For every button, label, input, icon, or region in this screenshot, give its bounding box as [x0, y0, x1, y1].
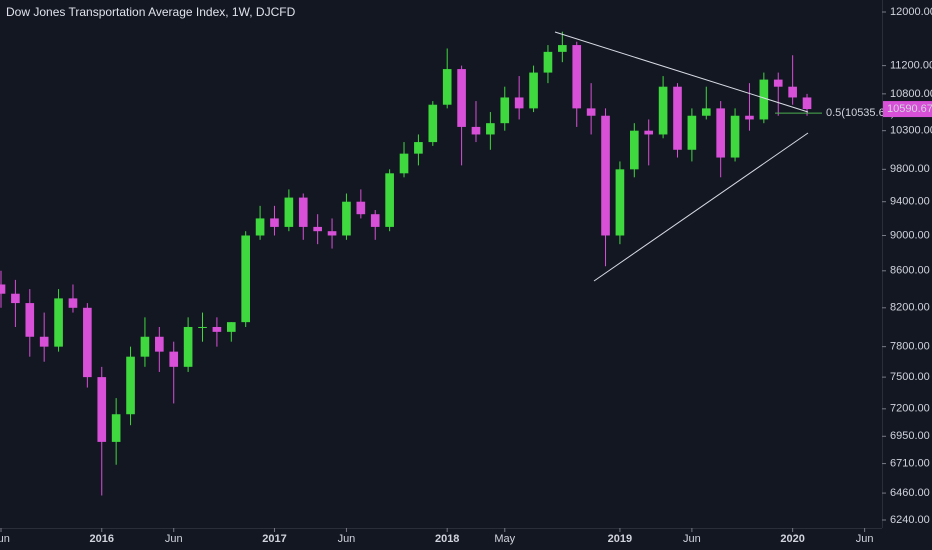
- candle-body: [11, 293, 20, 304]
- x-tick-label: May: [494, 533, 515, 545]
- trend-line: [593, 132, 809, 282]
- plot: [0, 31, 812, 496]
- candle-body: [241, 235, 251, 323]
- candle-body: [759, 79, 769, 120]
- candle-body: [126, 356, 135, 415]
- candle-body: [255, 218, 265, 236]
- last-price-label: 10590.67: [887, 103, 932, 115]
- candle-body: [111, 414, 121, 442]
- candle-body: [97, 377, 107, 442]
- x-tick-label: Jun: [338, 533, 356, 545]
- candle-body: [745, 115, 754, 120]
- candle-body: [572, 45, 582, 109]
- candle-body: [428, 104, 438, 143]
- y-tick-label: 8200.00: [890, 302, 930, 314]
- fib-level-label: 0.5(10535.60): [826, 107, 895, 119]
- y-tick-label: 8600.00: [890, 265, 930, 277]
- candle-body: [788, 86, 797, 98]
- candle-body: [212, 326, 222, 332]
- candle-body: [284, 197, 294, 227]
- candle-body: [558, 45, 567, 52]
- y-tick-label: 7500.00: [890, 371, 930, 383]
- candle-body: [773, 79, 783, 87]
- candle-body: [370, 214, 380, 227]
- candle-body: [39, 336, 49, 347]
- candle-body: [644, 130, 654, 135]
- candle-body: [658, 86, 668, 135]
- y-tick-label: 9800.00: [890, 163, 930, 175]
- candle-body: [514, 97, 524, 109]
- y-tick-label: 6460.00: [890, 487, 930, 499]
- candle-body: [730, 115, 740, 158]
- candle-body: [385, 173, 394, 227]
- last-price-box: [883, 101, 932, 118]
- candle-body: [342, 201, 351, 236]
- x-tick-label: Jun: [165, 533, 183, 545]
- candle-body: [298, 197, 308, 227]
- candle-body: [687, 115, 697, 150]
- candle-body: [83, 307, 92, 378]
- y-tick-label: 10800.00: [890, 88, 932, 100]
- candle-body: [629, 130, 639, 170]
- candle-body: [802, 97, 812, 110]
- y-tick-label: 10300.00: [890, 125, 932, 137]
- trend-line: [554, 31, 809, 113]
- candle-body: [471, 126, 481, 135]
- candle-body: [356, 201, 366, 215]
- candle-body: [601, 115, 610, 236]
- y-tick-label: 7200.00: [890, 403, 930, 415]
- candle-body: [169, 351, 179, 367]
- candle-body: [673, 86, 682, 150]
- candle-body: [500, 97, 510, 124]
- candle-body: [270, 218, 279, 227]
- x-tick-label: 2019: [608, 533, 632, 545]
- x-tick-label: Jun: [856, 533, 874, 545]
- x-tick-label: 2018: [435, 533, 459, 545]
- candle-body: [327, 231, 337, 236]
- candle-body: [183, 326, 193, 367]
- y-tick-label: 7800.00: [890, 341, 930, 353]
- candle-body: [701, 108, 711, 116]
- candle-body: [414, 142, 423, 154]
- x-tick-label: Jun: [683, 533, 701, 545]
- candle-body: [529, 72, 538, 109]
- y-tick-label: 11200.00: [890, 60, 932, 72]
- x-tick-label: 2017: [262, 533, 286, 545]
- candle-body: [155, 336, 164, 352]
- candle-body: [442, 69, 452, 105]
- candle-body: [457, 69, 466, 127]
- y-tick-label: 6240.00: [890, 514, 930, 526]
- x-tick-label: 2016: [90, 533, 114, 545]
- y-tick-label: 6710.00: [890, 457, 930, 469]
- chart-title: Dow Jones Transportation Average Index, …: [6, 5, 296, 19]
- y-tick-label: 9000.00: [890, 229, 930, 241]
- candle-body: [0, 284, 6, 294]
- candle-body: [586, 108, 596, 116]
- y-tick-label: 12000.00: [890, 6, 932, 18]
- candle-body: [54, 298, 63, 347]
- candle-body: [140, 336, 150, 357]
- x-tick-label: 2020: [780, 533, 804, 545]
- candle-body: [198, 326, 207, 328]
- candle-body: [313, 226, 322, 232]
- candle-body: [543, 51, 553, 73]
- candle-body: [399, 153, 409, 174]
- y-tick-label: 9400.00: [890, 196, 930, 208]
- candle-body: [615, 169, 625, 236]
- candle-body: [226, 322, 236, 332]
- candle-body: [486, 123, 495, 135]
- y-tick-label: 6950.00: [890, 430, 930, 442]
- candle-body: [68, 298, 78, 308]
- candle-body: [25, 303, 35, 337]
- candle-body: [716, 108, 725, 158]
- x-tick-label: Jun: [0, 533, 10, 545]
